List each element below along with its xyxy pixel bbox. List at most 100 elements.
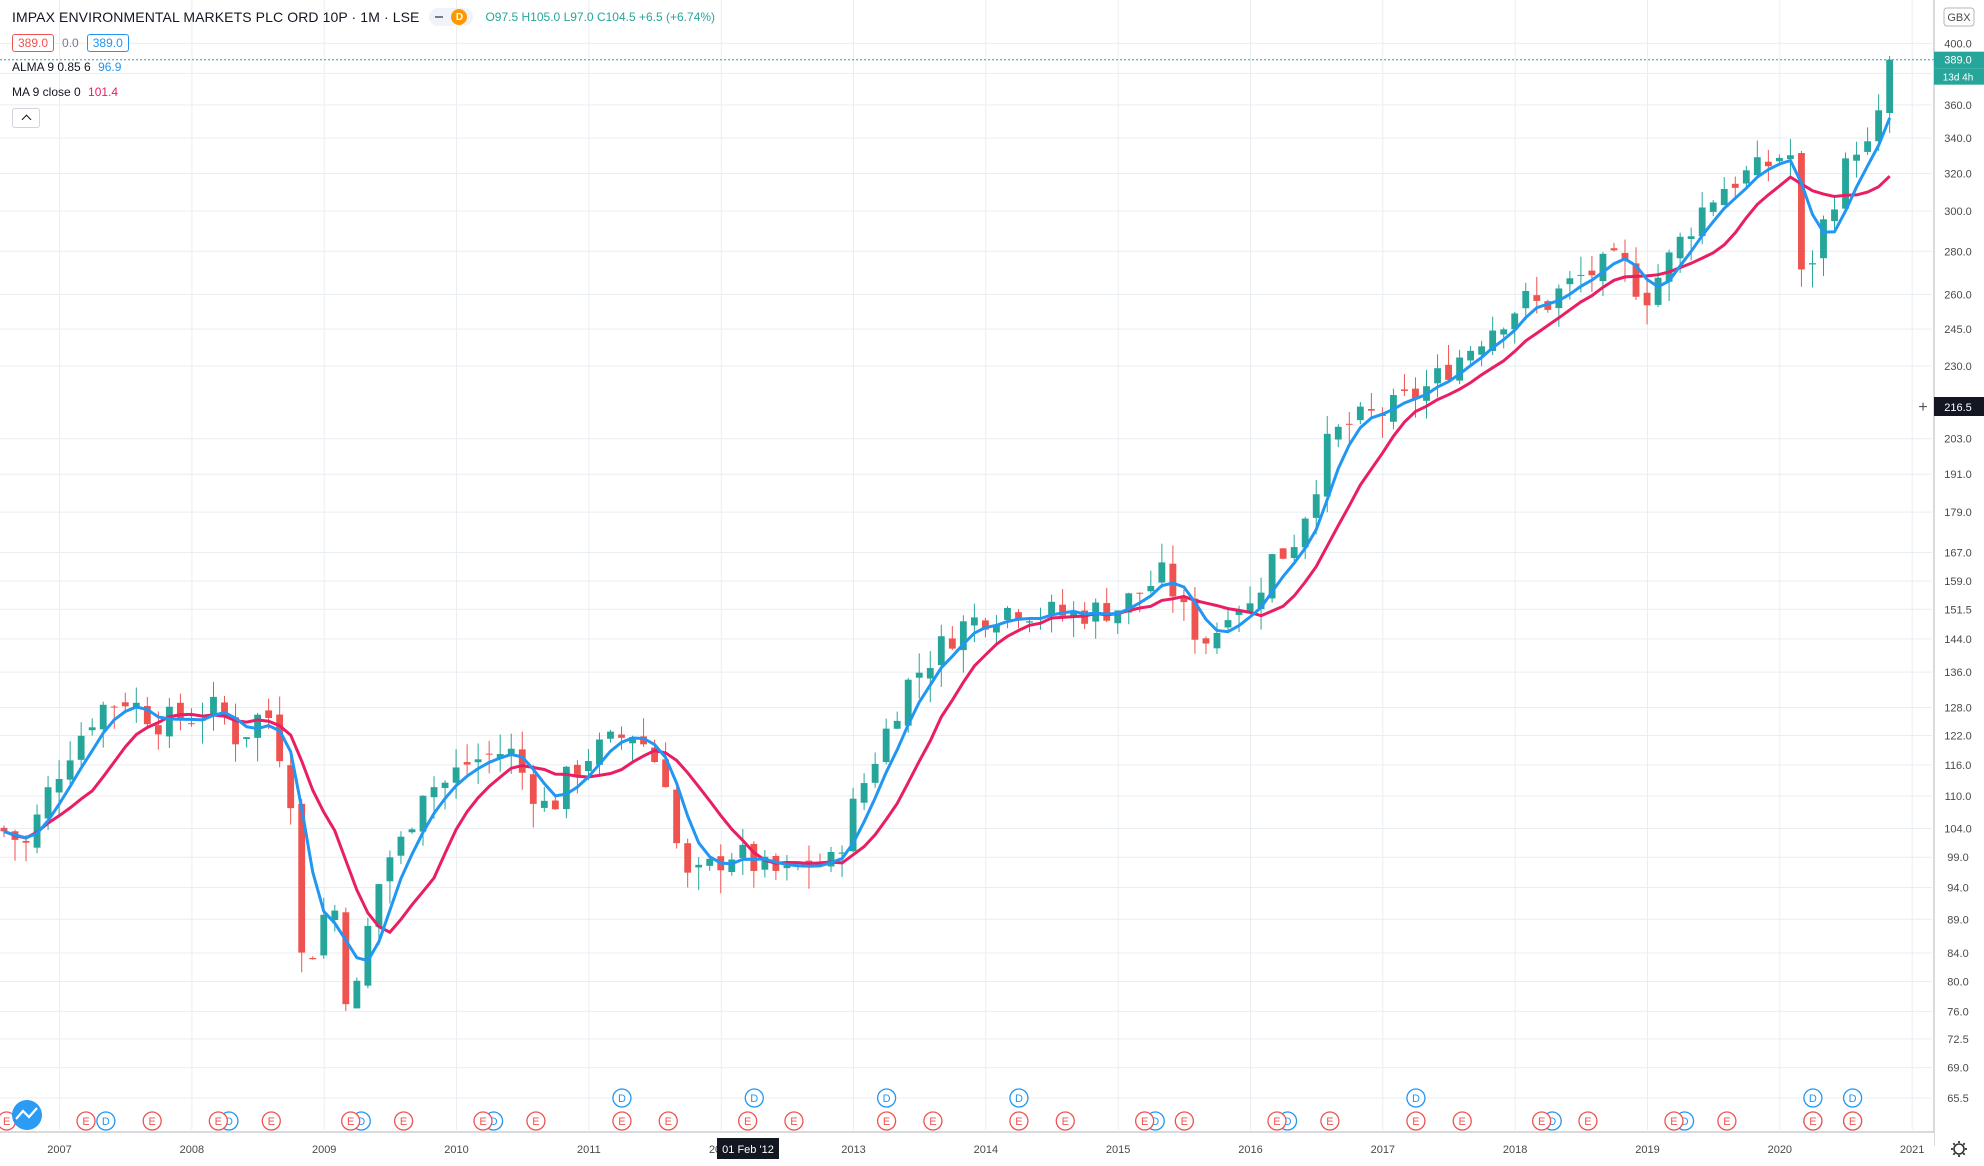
candle-body (1687, 236, 1695, 239)
candle-body (154, 725, 162, 735)
candle-body (1511, 313, 1519, 330)
earnings-marker-circle (1452, 1111, 1472, 1131)
ask-button[interactable]: 389.0 (86, 34, 129, 52)
earnings-marker-circle (76, 1111, 96, 1131)
crosshair-price[interactable]: + 216.5 (1914, 397, 1984, 416)
candle-body (485, 753, 493, 755)
crosshair-price-label (1934, 397, 1984, 416)
earnings-marker-label: E (1412, 1116, 1419, 1128)
y-tick-label: 159.0 (1944, 576, 1972, 588)
candle-body (1522, 290, 1530, 309)
x-tick-label: 2011 (577, 1144, 601, 1156)
earnings-marker-label: E (3, 1116, 10, 1128)
currency-badge[interactable] (1943, 7, 1975, 27)
x-tick-label: 2017 (1371, 1144, 1395, 1156)
candle-body (386, 857, 394, 882)
dividend-marker-label: D (1548, 1116, 1556, 1128)
earnings-marker-circle (1009, 1111, 1029, 1131)
earnings-marker-circle (341, 1111, 361, 1131)
candle-body (397, 836, 405, 856)
candle-body (110, 706, 118, 708)
y-tick-label: 360.0 (1944, 100, 1972, 112)
ohlc-values: O97.5 H105.0 L97.0 C104.5 +6.5 (+6.74%) (485, 10, 715, 24)
interval-toggle[interactable]: D (429, 8, 474, 26)
candle-body (1742, 170, 1750, 184)
earnings-marker-label: E (82, 1116, 89, 1128)
legend-collapse-button[interactable] (12, 108, 40, 128)
interval-badge: D (451, 9, 468, 25)
tradingview-logo[interactable] (12, 1100, 42, 1130)
candle-body (1820, 219, 1827, 259)
crosshair-price-value: 216.5 (1944, 402, 1972, 414)
candle-body (783, 865, 791, 869)
x-tick-label: 2018 (1503, 1144, 1527, 1156)
ma-line (3, 175, 1891, 935)
candle-body (1103, 603, 1111, 621)
candle-body (1158, 562, 1166, 583)
candle-body (882, 728, 890, 763)
candle-body (1279, 548, 1287, 559)
candle-body (496, 754, 504, 759)
add-alert-button[interactable] (1914, 398, 1932, 416)
bar-countdown-value: 13d 4h (1943, 73, 1974, 84)
earnings-marker-circle (208, 1111, 228, 1131)
candle-body (893, 720, 901, 729)
gear-icon[interactable] (1951, 1141, 1967, 1157)
candle-body (1169, 563, 1177, 597)
candle-body (309, 957, 317, 960)
earnings-marker-circle (1174, 1111, 1194, 1131)
candle-body (474, 759, 482, 763)
candle-body (342, 912, 350, 1005)
candle-body (66, 760, 74, 780)
candle-body (1654, 277, 1662, 305)
crosshair-time-value: 01 Feb '12 (722, 1144, 774, 1156)
candle-body (860, 783, 868, 803)
candle-body (298, 803, 306, 953)
candle-body (1345, 423, 1353, 425)
earnings-marker-label: E (618, 1116, 625, 1128)
dividend-marker-label: D (225, 1116, 233, 1128)
candle-body (1500, 329, 1508, 335)
ohlc-change: +6.5 (+6.74%) (638, 10, 716, 24)
candle-body (364, 925, 372, 986)
earnings-marker-circle (473, 1111, 493, 1131)
y-tick-label: 245.0 (1944, 324, 1972, 336)
candle-body (1489, 330, 1497, 351)
symbol-title[interactable]: IMPAX ENVIRONMENTAL MARKETS PLC ORD 10P … (12, 9, 420, 25)
x-tick-label: 2015 (1106, 1144, 1130, 1156)
indicator-ma-name: MA 9 close 0 (12, 85, 81, 99)
y-tick-label: 122.0 (1944, 730, 1972, 742)
bid-button[interactable]: 389.0 (12, 34, 55, 52)
plus-icon: + (1918, 399, 1927, 416)
earnings-marker-label: E (1809, 1116, 1816, 1128)
candle-body (1290, 547, 1298, 559)
dividend-marker-label: D (1015, 1093, 1023, 1105)
time-axis-panel[interactable] (0, 1132, 1934, 1166)
y-tick-label: 167.0 (1944, 548, 1972, 560)
y-tick-label: 128.0 (1944, 703, 1972, 715)
candle-body (320, 914, 328, 956)
candle-body (739, 844, 747, 859)
candle-body (1401, 389, 1408, 391)
candle-body (1323, 433, 1331, 497)
candle-body (1015, 612, 1022, 621)
candle-body (695, 864, 703, 868)
candle-body (44, 787, 52, 819)
price-axis-panel[interactable] (1934, 0, 1984, 1166)
dividend-marker-label: D (750, 1093, 758, 1105)
indicator-alma[interactable]: ALMA 9 0.85 6 96.9 (12, 57, 715, 77)
candle-body (176, 702, 184, 721)
candle-body (276, 714, 284, 762)
dividend-marker-label: D (102, 1116, 110, 1128)
earnings-marker-label: E (1326, 1116, 1333, 1128)
y-tick-label: 104.0 (1944, 824, 1972, 836)
earnings-marker-circle (261, 1111, 281, 1131)
earnings-marker-label: E (532, 1116, 539, 1128)
indicator-ma[interactable]: MA 9 close 0 101.4 (12, 82, 715, 102)
candle-body (573, 764, 581, 776)
candle-body (1059, 604, 1067, 616)
candle-body (1786, 155, 1794, 159)
last-price-value: 389.0 (1944, 55, 1972, 67)
candle-body (430, 787, 438, 798)
